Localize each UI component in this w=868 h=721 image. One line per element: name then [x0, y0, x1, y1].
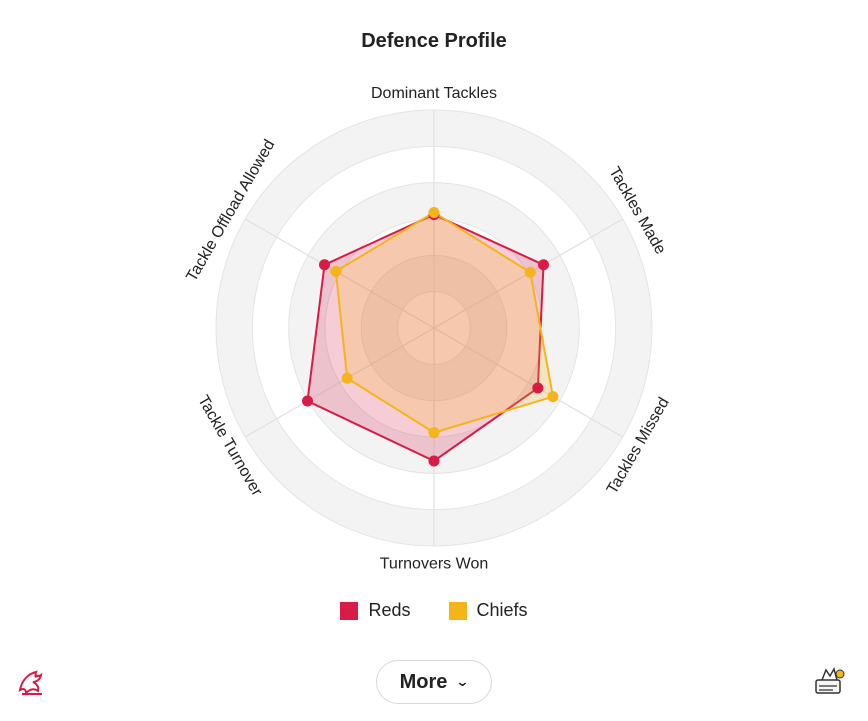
data-point-chiefs-5[interactable]	[330, 265, 342, 277]
legend-label-chiefs: Chiefs	[476, 600, 528, 620]
data-point-chiefs-2[interactable]	[547, 391, 559, 403]
data-point-reds-4[interactable]	[302, 395, 314, 407]
legend: Reds Chiefs	[0, 600, 868, 621]
data-point-reds-5[interactable]	[318, 259, 330, 271]
legend-swatch-reds	[340, 601, 359, 620]
axis-label-dominant-tackles: Dominant Tackles	[371, 85, 497, 102]
data-point-reds-2[interactable]	[532, 382, 544, 394]
more-button-label: More	[399, 670, 448, 693]
chart-title: Defence Profile	[361, 30, 507, 52]
radar-spoke-4	[244, 327, 435, 438]
legend-item-chiefs[interactable]: Chiefs	[448, 600, 528, 621]
radar-series	[302, 206, 559, 467]
data-point-reds-1[interactable]	[538, 259, 550, 271]
data-point-chiefs-4[interactable]	[341, 372, 353, 384]
reds-logo-icon	[18, 670, 43, 696]
radar-spoke-2	[433, 327, 624, 438]
chevron-down-icon: ⌄	[455, 674, 470, 689]
data-point-chiefs-0[interactable]	[428, 206, 440, 218]
chiefs-logo-icon	[815, 667, 845, 694]
axis-label-turnovers-won: Turnovers Won	[380, 555, 488, 572]
data-point-reds-3[interactable]	[428, 455, 440, 467]
data-point-chiefs-1[interactable]	[524, 266, 536, 278]
more-button[interactable]: More ⌄	[376, 660, 492, 704]
legend-label-reds: Reds	[368, 600, 411, 620]
legend-item-reds[interactable]: Reds	[340, 600, 411, 621]
legend-swatch-chiefs	[448, 601, 467, 620]
data-point-chiefs-3[interactable]	[428, 427, 440, 439]
